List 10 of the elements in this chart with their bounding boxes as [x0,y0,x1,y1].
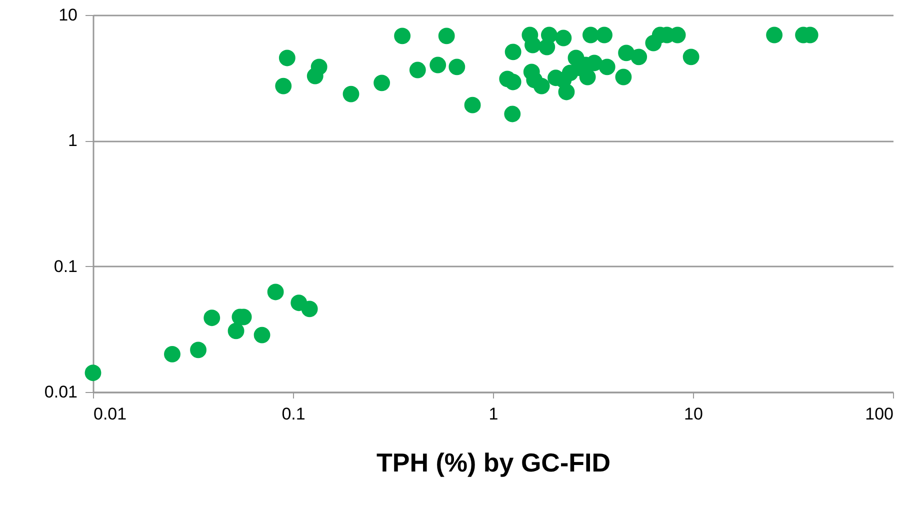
x-tick-label: 0.01 [94,404,127,424]
x-tick-label: 1 [488,404,498,424]
x-tick-label: 100 [865,404,894,424]
x-tick-label: 10 [684,404,703,424]
y-tick-label: 1 [68,131,78,150]
y-tick-label: 0.01 [44,382,78,402]
x-tick-label: 0.1 [282,404,306,424]
y-tick-label: 0.1 [54,256,78,276]
x-axis-title: TPH (%) by GC-FID [376,448,610,478]
y-tick-label: 10 [58,6,78,24]
